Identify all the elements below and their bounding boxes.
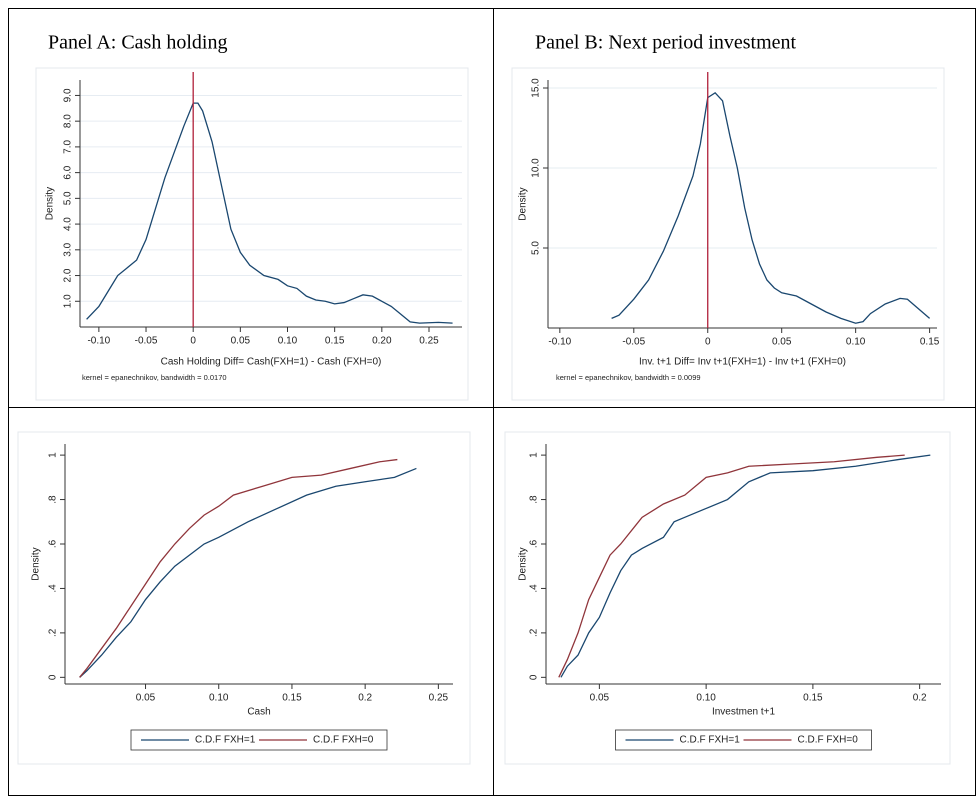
x-axis-label: Investmen t+1 (712, 707, 776, 718)
x-tick-label: 0 (190, 336, 196, 347)
x-tick-label: -0.10 (548, 337, 571, 348)
panel-title: Panel A: Cash holding (48, 32, 227, 54)
legend-label: C.D.F FXH=0 (313, 735, 374, 746)
legend-label: C.D.F FXH=0 (798, 735, 859, 746)
y-tick-label: .6 (48, 539, 59, 548)
x-tick-label: 0.2 (913, 693, 927, 704)
legend-label: C.D.F FXH=1 (195, 735, 256, 746)
x-tick-label: 0.10 (846, 337, 866, 348)
x-tick-label: -0.05 (622, 337, 645, 348)
x-tick-label: -0.10 (87, 336, 110, 347)
y-tick-label: .8 (529, 495, 540, 504)
y-tick-label: 8.0 (63, 114, 74, 128)
x-tick-label: 0.25 (419, 336, 439, 347)
y-tick-label: .6 (529, 539, 540, 548)
y-tick-label: 1 (529, 452, 540, 458)
x-tick-label: 0.15 (325, 336, 345, 347)
line-series (611, 91, 931, 324)
y-tick-label: .2 (529, 628, 540, 637)
note: kernel = epanechnikov, bandwidth = 0.017… (82, 373, 227, 382)
x-tick-label: 0.05 (772, 337, 792, 348)
y-tick-label: 3.0 (63, 242, 74, 256)
graph-region (504, 431, 951, 765)
x-axis-label: Cash (247, 707, 270, 718)
y-tick-label: 1 (48, 452, 59, 458)
y-tick-label: 6.0 (63, 165, 74, 179)
graph-region (35, 67, 469, 401)
x-tick-label: 0.20 (372, 336, 392, 347)
line-series (86, 102, 453, 324)
y-tick-label: 5.0 (63, 191, 74, 205)
table-border (8, 8, 976, 796)
legend-label: C.D.F FXH=1 (680, 735, 741, 746)
legend-box (130, 729, 388, 751)
x-tick-label: 0.10 (209, 693, 229, 704)
y-axis-label: Density (518, 187, 529, 220)
x-tick-label: 0.10 (696, 693, 716, 704)
x-tick-label: 0.2 (358, 693, 372, 704)
x-tick-label: 0 (705, 337, 711, 348)
graph-region (511, 67, 945, 401)
note: kernel = epanechnikov, bandwidth = 0.009… (556, 373, 701, 382)
x-tick-label: 0.15 (920, 337, 940, 348)
y-tick-label: 1.0 (63, 294, 74, 308)
x-axis-label: Inv. t+1 Diff= Inv t+1(FXH=1) - Inv t+1 … (639, 357, 846, 368)
x-tick-label: 0.25 (429, 693, 449, 704)
line-series (558, 454, 905, 678)
y-tick-label: 0 (529, 674, 540, 680)
y-tick-label: 4.0 (63, 217, 74, 231)
x-tick-label: 0.05 (590, 693, 610, 704)
y-tick-label: 7.0 (63, 140, 74, 154)
panel-title: Panel B: Next period investment (535, 32, 797, 54)
y-tick-label: .4 (529, 584, 540, 593)
y-tick-label: 5.0 (531, 241, 542, 255)
y-axis-label: Density (518, 547, 529, 580)
legend-box (615, 729, 872, 751)
x-axis-label: Cash Holding Diff= Cash(FXH=1) - Cash (F… (161, 357, 382, 368)
y-tick-label: 2.0 (63, 268, 74, 282)
y-tick-label: .4 (48, 584, 59, 593)
x-tick-label: 0.15 (282, 693, 302, 704)
y-tick-label: .8 (48, 495, 59, 504)
x-tick-label: 0.15 (803, 693, 823, 704)
x-tick-label: 0.05 (231, 336, 251, 347)
y-tick-label: 10.0 (531, 158, 542, 178)
x-tick-label: -0.05 (135, 336, 158, 347)
x-tick-label: 0.10 (278, 336, 298, 347)
graph-region (17, 431, 471, 765)
y-tick-label: 9.0 (63, 88, 74, 102)
x-tick-label: 0.05 (136, 693, 156, 704)
y-axis-label: Density (31, 547, 42, 580)
line-series (79, 458, 398, 678)
y-axis-label: Density (45, 187, 56, 220)
y-tick-label: .2 (48, 628, 59, 637)
y-tick-label: 15.0 (531, 78, 542, 98)
line-series (560, 454, 931, 678)
y-tick-label: 0 (48, 674, 59, 680)
line-series (79, 467, 417, 678)
